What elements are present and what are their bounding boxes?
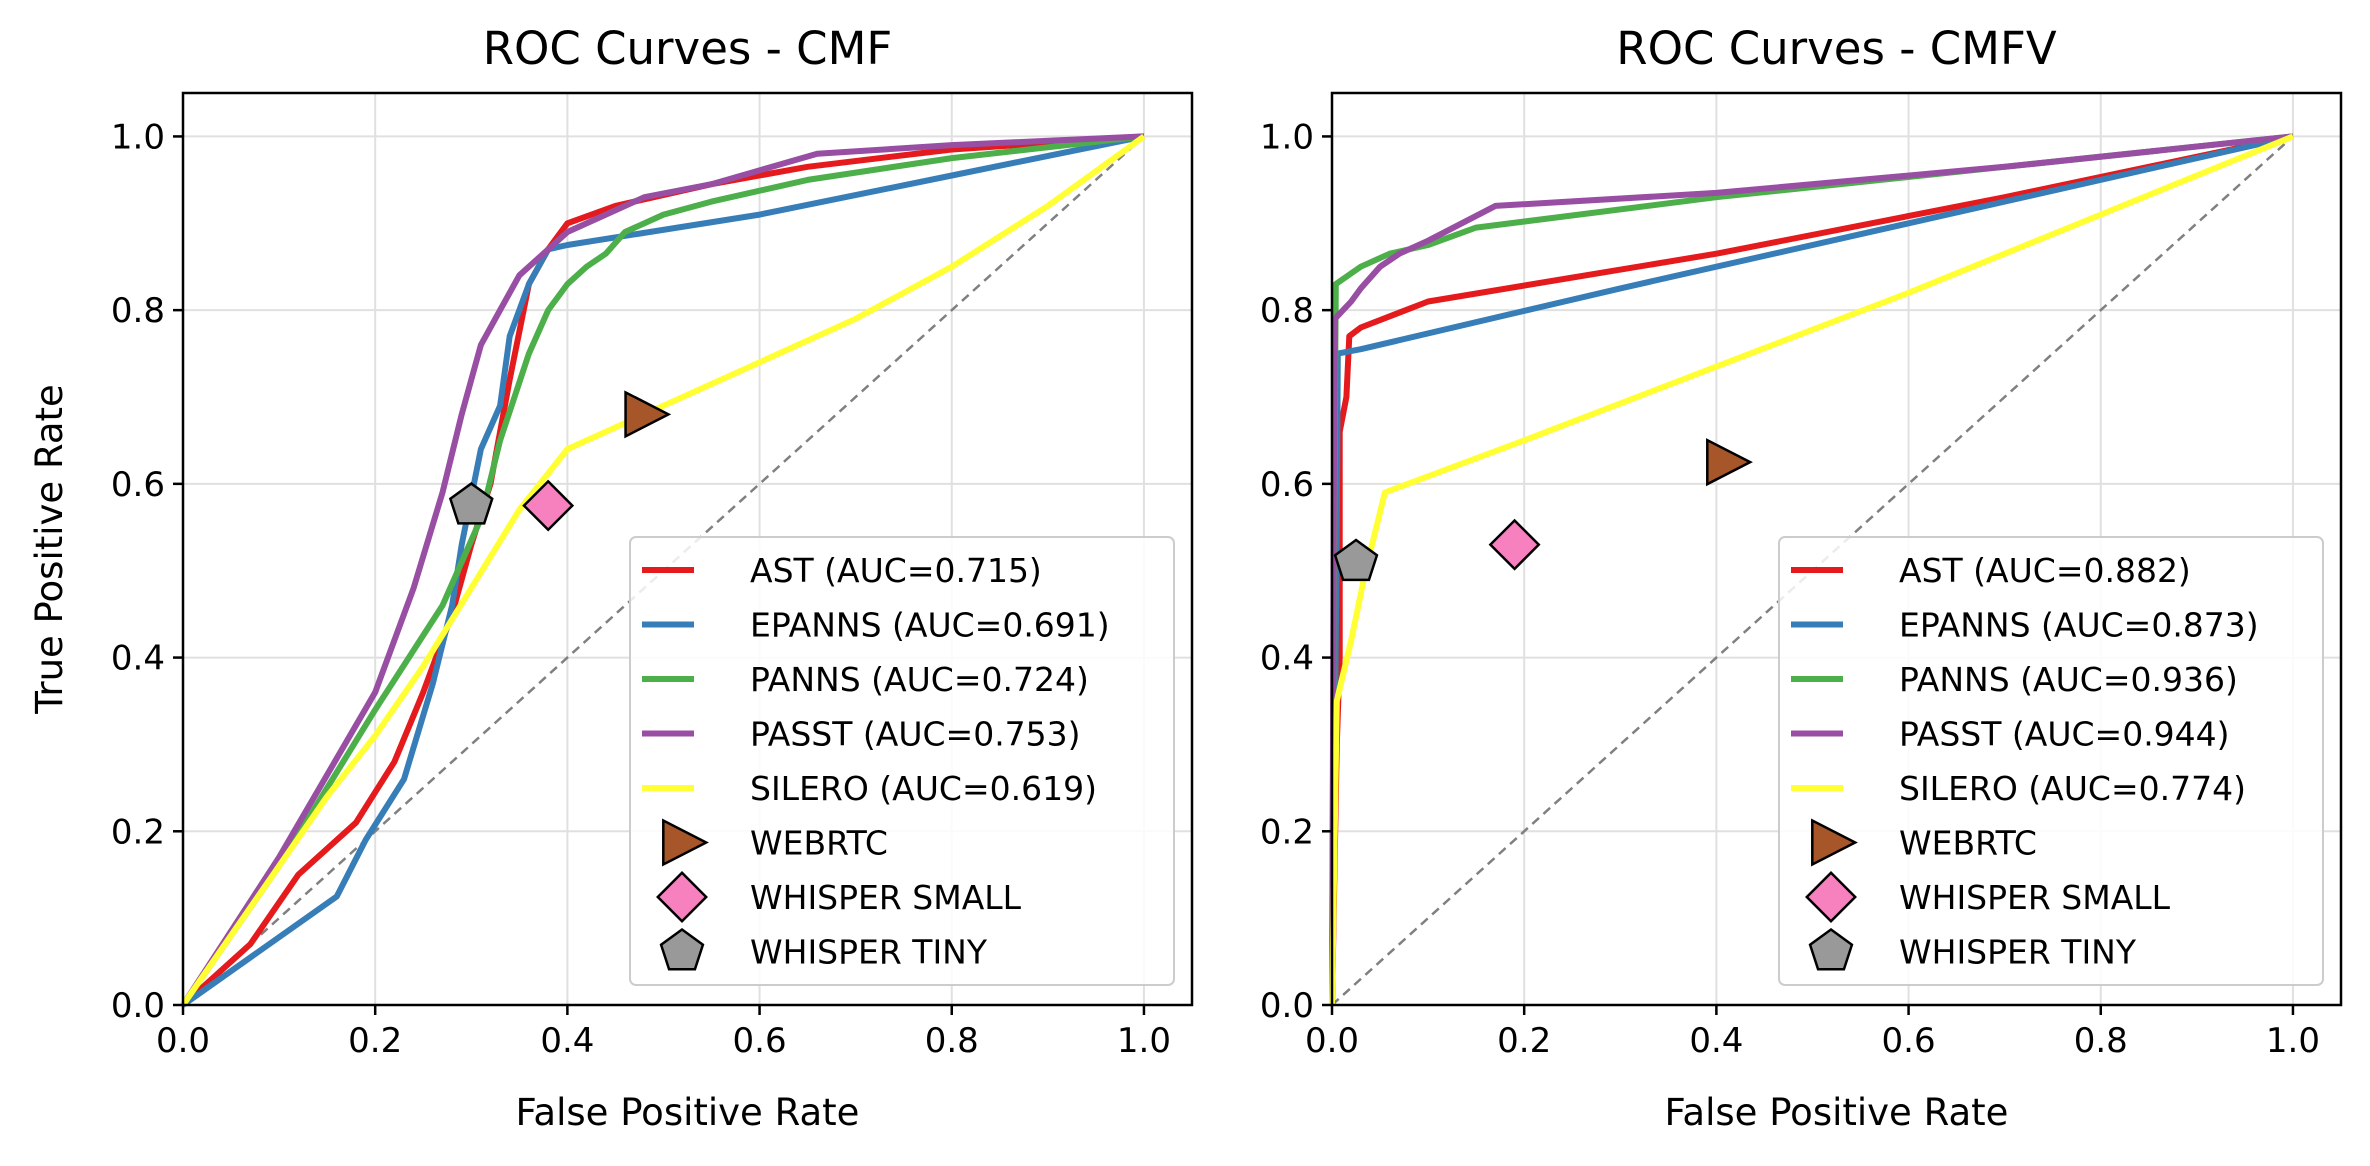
legend-marker <box>656 871 708 923</box>
x-tick-label: 0.8 <box>2074 1021 2128 1061</box>
legend-marker <box>662 818 709 867</box>
y-tick-label: 0.6 <box>1260 465 1314 505</box>
series-line-passt <box>1329 133 2294 1006</box>
x-tick-label: 0.6 <box>1882 1021 1936 1061</box>
roc-panel-1: 0.0 0.2 0.4 0.6 0.8 1.0 0.0 0.2 0.4 0.6 0.8 1.0 ROC … <box>28 22 1194 1134</box>
legend-label: PASST (AUC=0.753) <box>750 715 1081 754</box>
legend-label: WHISPER SMALL <box>1899 878 2171 917</box>
marker-webrtc <box>624 390 672 439</box>
marker-whisper-small <box>1488 518 1541 571</box>
legend: AST (AUC=0.882) EPANNS (AUC=0.873) PANNS (… <box>1778 536 2324 986</box>
y-tick-label: 0.4 <box>1260 639 1314 679</box>
legend-marker <box>1808 927 1854 971</box>
x-tick-label: 0.4 <box>1689 1021 1743 1061</box>
x-tick-label: 0.4 <box>540 1021 594 1061</box>
y-tick-label: 0.8 <box>1260 291 1314 331</box>
legend-label: AST (AUC=0.715) <box>750 551 1042 590</box>
legend-label: EPANNS (AUC=0.873) <box>1899 606 2259 645</box>
legend-label: WEBRTC <box>750 824 888 863</box>
marker-whisper-tiny <box>448 482 494 525</box>
legend: AST (AUC=0.715) EPANNS (AUC=0.691) PANNS (… <box>629 536 1175 986</box>
legend-marker <box>659 927 705 971</box>
legend-label: PASST (AUC=0.944) <box>1899 715 2230 754</box>
legend-label: EPANNS (AUC=0.691) <box>750 606 1110 645</box>
legend-label: WHISPER TINY <box>750 933 988 972</box>
legend-label: WHISPER SMALL <box>750 878 1022 917</box>
legend-label: AST (AUC=0.882) <box>1899 551 2191 590</box>
legend-label: PANNS (AUC=0.724) <box>750 660 1089 699</box>
chart-title: ROC Curves - CMF <box>483 22 893 75</box>
chart-title: ROC Curves - CMFV <box>1616 22 2057 75</box>
marker-whisper-small <box>522 479 575 532</box>
legend-label: WHISPER TINY <box>1899 933 2137 972</box>
legend-label: WEBRTC <box>1899 824 2037 863</box>
legend-label: SILERO (AUC=0.619) <box>750 769 1097 808</box>
legend-marker <box>1811 818 1858 867</box>
x-axis-label: False Positive Rate <box>516 1091 860 1134</box>
legend-box <box>629 536 1175 986</box>
y-tick-label: 1.0 <box>111 117 165 157</box>
legend-label: SILERO (AUC=0.774) <box>1899 769 2246 808</box>
x-tick-label: 0.2 <box>348 1021 402 1061</box>
marker-whisper-tiny <box>1333 538 1379 582</box>
x-tick-label: 1.0 <box>1117 1021 1171 1061</box>
x-tick-label: 0.0 <box>156 1021 210 1061</box>
x-tick-label: 0.2 <box>1497 1021 1551 1061</box>
x-tick-label: 1.0 <box>2266 1021 2320 1061</box>
y-tick-label: 0.0 <box>1260 986 1314 1026</box>
y-tick-label: 0.2 <box>1260 812 1314 852</box>
series-line-epanns <box>181 133 1145 1008</box>
y-tick-label: 1.0 <box>1260 117 1314 157</box>
marker-webrtc <box>1706 438 1753 487</box>
x-axis-label: False Positive Rate <box>1665 1091 2009 1134</box>
axes-frame <box>181 91 1194 1007</box>
x-tick-label: 0.6 <box>733 1021 787 1061</box>
series-line-silero <box>1329 133 2295 1006</box>
y-tick-label: 0.2 <box>111 812 165 852</box>
series-line-passt <box>180 133 1145 1007</box>
axes-frame <box>1330 91 2343 1007</box>
x-tick-label: 0.0 <box>1305 1021 1359 1061</box>
roc-panel-2: 0.0 0.2 0.4 0.6 0.8 1.0 0.0 0.2 0.4 0.6 0.8 1.0 ROC … <box>1260 22 2343 1134</box>
series-line-silero <box>180 133 1146 1007</box>
legend-marker <box>1805 871 1857 923</box>
y-axis-label: True Positive Rate <box>28 384 71 715</box>
y-tick-label: 0.8 <box>111 291 165 331</box>
legend-label: PANNS (AUC=0.936) <box>1899 660 2238 699</box>
legend-box <box>1778 536 2324 986</box>
series-line-panns <box>180 133 1145 1007</box>
y-tick-label: 0.4 <box>111 639 165 679</box>
y-tick-label: 0.0 <box>111 986 165 1026</box>
y-tick-label: 0.6 <box>111 465 165 505</box>
x-tick-label: 0.8 <box>925 1021 979 1061</box>
